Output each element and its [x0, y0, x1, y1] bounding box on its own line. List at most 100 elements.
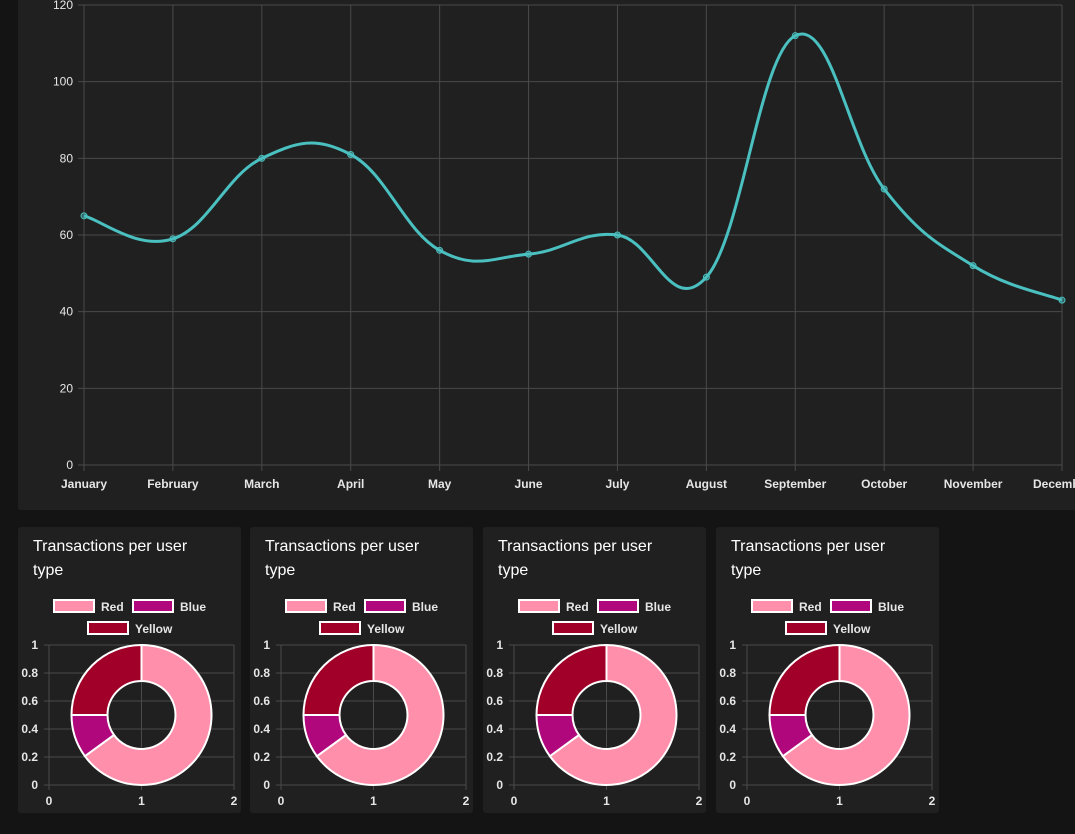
- data-point: [1058, 296, 1066, 304]
- legend-item: Blue: [132, 599, 206, 614]
- pie-chart: Red Blue Yellow 0 0.2 0.4 0.6 0.8 1 0 1 2: [253, 599, 470, 808]
- x-tick-label: October: [861, 477, 907, 491]
- legend-label: Yellow: [135, 622, 173, 636]
- x-tick-label: 2: [696, 794, 703, 808]
- x-tick-label: July: [605, 477, 629, 491]
- doughnut-slice-red: [548, 643, 678, 786]
- x-tick-label: 1: [836, 794, 843, 808]
- legend-item: Red: [53, 599, 124, 614]
- data-point: [169, 235, 177, 243]
- pie-chart-card-4: Transactions per user type Red Blue Yellow…: [716, 527, 939, 813]
- x-tick-label: 0: [278, 794, 285, 808]
- doughnut-slice-yellow: [70, 643, 143, 716]
- x-tick-label: January: [61, 477, 107, 491]
- doughnut-slice-yellow: [302, 643, 375, 716]
- x-tick-label: 2: [463, 794, 470, 808]
- x-tick-label: September: [764, 477, 826, 491]
- x-tick-label: June: [515, 477, 543, 491]
- x-tick-label: 2: [929, 794, 936, 808]
- x-tick-label: 0: [511, 794, 518, 808]
- legend-label: Red: [566, 600, 589, 614]
- legend-item: Yellow: [552, 621, 638, 636]
- data-point: [347, 151, 355, 158]
- legend-swatch: [785, 621, 827, 635]
- legend-item: Red: [751, 599, 822, 614]
- x-tick-label: May: [428, 477, 452, 491]
- y-tick-label: 0.2: [719, 750, 736, 764]
- legend-swatch: [87, 621, 129, 635]
- y-tick-label: 0.4: [719, 722, 736, 736]
- pie-chart-card-1: Transactions per user type Red Blue Yellow…: [18, 527, 241, 813]
- pie-chart-title-line-2: type: [731, 562, 762, 579]
- y-tick-label: 120: [53, 0, 73, 12]
- pie-chart: Red Blue Yellow 0 0.2 0.4 0.6 0.8 1 0 1 2: [719, 599, 936, 808]
- y-tick-label: 0: [66, 458, 73, 472]
- y-tick-label: 0.6: [253, 694, 270, 708]
- line-chart: 0 20 40 60 80 100 120 January February March April…: [53, 0, 1075, 491]
- legend-label: Yellow: [600, 622, 638, 636]
- data-point: [436, 246, 444, 254]
- doughnut-slice-yellow: [535, 643, 608, 716]
- data-point: [80, 212, 88, 220]
- legend-label: Blue: [412, 600, 438, 614]
- y-tick-label: 0.2: [253, 750, 270, 764]
- y-tick-label: 1: [729, 638, 736, 652]
- y-tick-label: 0.4: [486, 722, 503, 736]
- legend-swatch: [751, 599, 793, 613]
- data-point: [258, 154, 266, 162]
- x-tick-label: 0: [46, 794, 53, 808]
- data-point: [525, 250, 533, 258]
- data-point: [702, 273, 710, 281]
- y-tick-label: 0.8: [21, 666, 38, 680]
- data-point: [969, 262, 977, 270]
- legend-label: Red: [333, 600, 356, 614]
- x-tick-label: 2: [231, 794, 238, 808]
- legend-label: Yellow: [833, 622, 871, 636]
- x-tick-label: February: [147, 477, 199, 491]
- pie-chart-title: Transactions per user type: [498, 535, 688, 583]
- y-tick-label: 60: [60, 228, 74, 242]
- line-chart-card: 0 20 40 60 80 100 120 January February March April…: [18, 0, 1075, 510]
- legend-item: Yellow: [319, 621, 405, 636]
- doughnut-slice-red: [83, 643, 213, 786]
- line-series: [83, 32, 1063, 302]
- data-point: [791, 32, 799, 40]
- y-tick-label: 0.6: [486, 694, 503, 708]
- y-tick-label: 0.2: [486, 750, 503, 764]
- legend-item: Blue: [597, 599, 671, 614]
- pie-chart-title-line-2: type: [498, 562, 529, 579]
- pie-chart-title-line-1: Transactions per user: [33, 538, 188, 555]
- pie-chart-title: Transactions per user type: [265, 535, 455, 583]
- y-tick-label: 0.8: [253, 666, 270, 680]
- pie-chart-title-line-1: Transactions per user: [498, 538, 653, 555]
- y-tick-label: 0: [263, 778, 270, 792]
- legend-item: Red: [285, 599, 356, 614]
- legend-label: Blue: [180, 600, 206, 614]
- x-tick-label: 0: [744, 794, 751, 808]
- y-tick-label: 0.4: [21, 722, 38, 736]
- legend-item: Red: [518, 599, 589, 614]
- x-tick-label: August: [686, 477, 727, 491]
- pie-chart: Red Blue Yellow 0 0.2 0.4 0.6 0.8 1 0 1 2: [486, 599, 703, 808]
- legend-label: Yellow: [367, 622, 405, 636]
- doughnut-slice-red: [315, 643, 445, 786]
- legend-item: Yellow: [87, 621, 173, 636]
- legend-swatch: [319, 621, 361, 635]
- legend-swatch: [518, 599, 560, 613]
- y-tick-label: 1: [263, 638, 270, 652]
- legend-swatch: [552, 621, 594, 635]
- pie-chart-card-2: Transactions per user type Red Blue Yellow…: [250, 527, 473, 813]
- legend-swatch: [830, 599, 872, 613]
- y-tick-label: 0.6: [21, 694, 38, 708]
- x-tick-label: 1: [603, 794, 610, 808]
- y-tick-label: 100: [53, 75, 73, 89]
- pie-chart: Red Blue Yellow 0 0.2 0.4 0.6 0.8 1 0 1 2: [21, 599, 238, 808]
- y-tick-label: 0.4: [253, 722, 270, 736]
- legend-swatch: [285, 599, 327, 613]
- x-tick-label: April: [337, 477, 364, 491]
- legend-swatch: [364, 599, 406, 613]
- legend-label: Blue: [645, 600, 671, 614]
- y-tick-label: 40: [60, 305, 74, 319]
- pie-chart-title-line-1: Transactions per user: [731, 538, 886, 555]
